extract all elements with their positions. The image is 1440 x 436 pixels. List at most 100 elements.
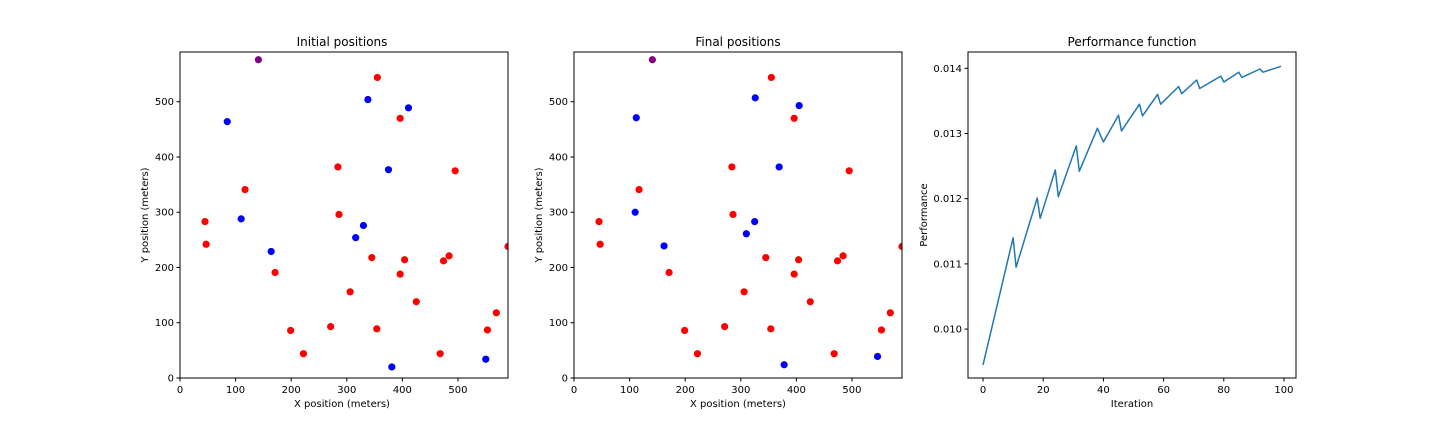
marks-group [982,65,1282,366]
scatter-point [806,298,814,306]
scatter-point [873,352,882,361]
scatter-point [886,309,894,317]
scatter-point [271,268,279,277]
scatter-point [839,252,847,260]
y-tick-label: 300 [549,208,568,219]
scatter-point [267,247,275,256]
x-tick-label: 400 [393,385,412,396]
x-tick-label: 500 [448,385,467,396]
scatter-point [729,210,737,219]
tick-group: 0 20 40 60 80 100 0.010 0.011 0.012 0.013 0.014 [933,64,1293,396]
x-axis-label: X position (meters) [690,399,786,410]
scatter-point [767,73,775,82]
scatter-point [451,167,459,175]
x-axis-label: Iteration [1111,399,1153,410]
scatter-point [740,288,748,296]
scatter-point [346,288,354,296]
scatter-point [877,326,886,334]
x-tick-label: 300 [337,385,356,396]
scatter-point [504,242,508,251]
initial-positions-chart: Initial positions X position (meters) Y … [140,35,509,410]
y-tick-label: 400 [155,152,174,163]
x-tick-label: 200 [282,385,301,396]
y-tick-label: 0.011 [933,259,962,270]
x-tick-label: 300 [731,385,750,396]
scatter-point [775,163,783,171]
scatter-point [436,350,444,358]
scatter-point [665,268,673,277]
scatter-point [201,218,209,226]
scatter-point [632,114,640,122]
scatter-point [751,218,759,226]
y-tick-label: 300 [155,208,174,219]
final-positions-chart: Final positions X position (meters) Y po… [534,35,903,410]
scatter-point [373,73,381,82]
scatter-point [898,242,902,251]
scatter-point [254,56,262,64]
scatter-point [237,215,245,223]
marks-group [201,56,508,371]
y-tick-label: 400 [549,152,568,163]
plot-frame [967,51,1297,379]
x-tick-label: 100 [1274,385,1293,396]
scatter-point [388,363,396,371]
x-tick-label: 20 [1037,385,1050,396]
scatter-point [595,218,603,226]
scatter-point [635,185,643,194]
x-tick-label: 60 [1157,385,1170,396]
scatter-point [833,257,842,265]
scatter-point [693,350,702,358]
scatter-point [334,163,342,171]
x-tick-label: 400 [787,385,806,396]
marks-group [595,56,902,369]
x-tick-label: 0 [980,385,986,396]
scatter-point [795,101,803,110]
y-tick-label: 0.014 [933,64,962,75]
y-tick-label: 200 [155,263,174,274]
x-tick-label: 40 [1097,385,1110,396]
scatter-point [660,242,668,250]
scatter-point [681,326,689,335]
scatter-point [352,234,360,242]
scatter-point [404,104,413,112]
scatter-point [631,208,639,216]
scatter-point [596,240,604,248]
x-tick-label: 80 [1217,385,1230,396]
scatter-point [396,114,404,122]
series-line [982,65,1282,366]
x-axis-label: X position (meters) [294,399,390,410]
plot-frame [179,51,509,379]
y-axis-label: Y position (meters) [140,167,151,263]
performance-function-chart: Performance function Iteration Performan… [919,35,1297,410]
scatter-point [648,56,656,64]
y-tick-label: 0 [562,374,568,385]
scatter-point [721,323,729,331]
scatter-point [445,252,453,260]
scatter-point [767,325,775,333]
scatter-point [751,94,759,102]
y-tick-label: 500 [155,97,174,108]
scatter-point [790,114,798,122]
scatter-point [373,325,381,333]
scatter-point [845,167,853,175]
scatter-point [482,355,490,363]
y-tick-label: 500 [549,97,568,108]
x-tick-label: 0 [177,385,183,396]
scatter-point [794,256,803,264]
scatter-point [368,253,376,262]
scatter-point [223,118,231,126]
y-tick-label: 0.010 [933,325,962,336]
scatter-point [742,230,750,238]
scatter-point [396,270,404,278]
scatter-point [483,326,492,334]
plot-frame [573,51,903,379]
y-tick-label: 0.013 [933,129,962,140]
scatter-point [384,166,393,174]
scatter-point [728,163,736,171]
tick-group: 0 100 200 300 400 500 0 100 200 300 400 500 [549,97,862,396]
scatter-point [327,323,335,331]
scatter-point [202,240,210,248]
tick-group: 0 100 200 300 400 500 0 100 200 300 400 500 [155,97,468,396]
